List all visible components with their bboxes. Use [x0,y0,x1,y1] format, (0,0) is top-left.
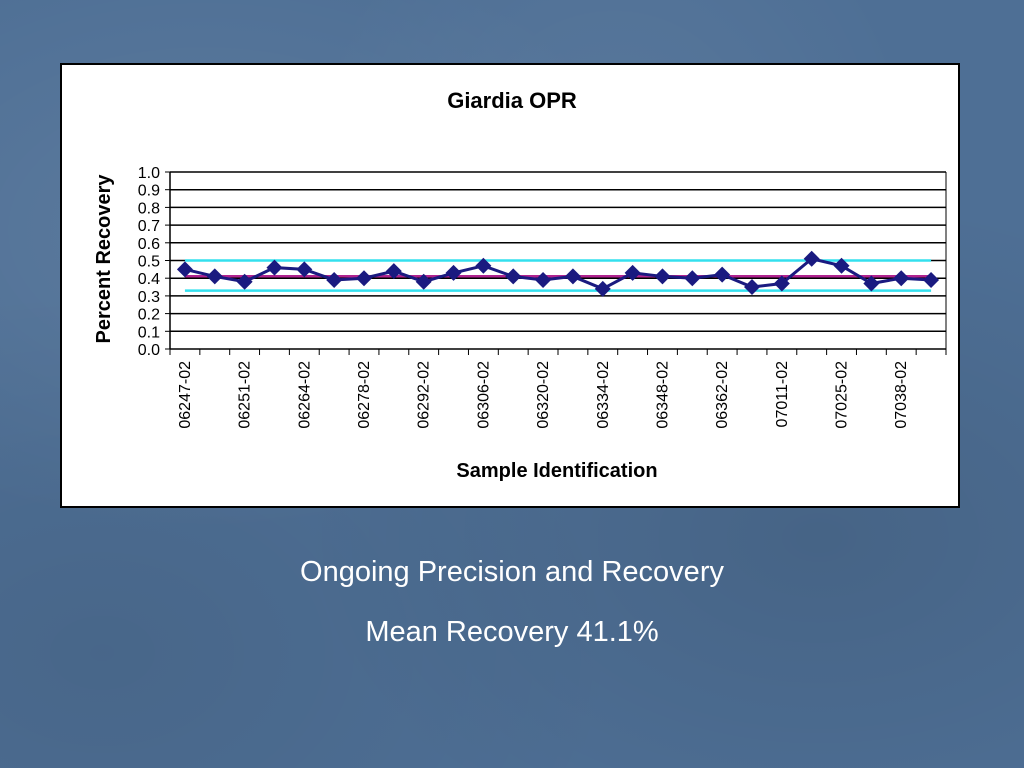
y-tick-label: 0.0 [138,342,160,359]
data-point-diamond [475,257,492,274]
y-tick-label: 0.7 [138,218,160,235]
data-point-diamond [176,261,193,278]
data-point-diamond [356,270,372,287]
data-point-diamond [296,261,313,278]
data-point-diamond [773,275,790,292]
data-point-diamond [535,271,552,288]
chart-title: Giardia OPR [447,88,577,113]
data-point-diamond [744,279,760,296]
y-tick-label: 0.5 [138,254,160,271]
y-tick-label: 0.1 [138,324,160,341]
data-point-diamond [833,257,850,274]
x-tick-label: 07038-02 [893,361,910,429]
y-tick-label: 0.8 [138,200,160,217]
x-tick-label: 06306-02 [475,361,492,429]
data-point-diamond [684,270,701,287]
data-point-diamond [863,275,880,292]
y-tick-label: 1.0 [138,165,160,182]
data-point-diamond [923,271,940,288]
data-point-diamond [206,268,223,285]
x-tick-label: 07011-02 [774,361,791,428]
data-point-diamond [445,264,462,281]
x-tick-label: 06278-02 [356,361,373,429]
data-point-diamond [415,273,432,290]
y-tick-label: 0.9 [138,183,160,200]
x-tick-label: 06334-02 [595,361,612,429]
data-point-diamond [594,280,611,297]
data-point-diamond [624,264,641,281]
data-point-diamond [654,268,671,285]
data-point-diamond [564,268,581,285]
x-tick-label: 06247-02 [177,361,194,429]
y-tick-label: 0.6 [138,236,160,253]
x-tick-label: 06348-02 [654,361,671,429]
data-point-diamond [385,263,402,280]
x-tick-label: 06264-02 [296,361,313,429]
opr-line-chart: Giardia OPR Percent Recovery Sample Iden… [93,88,947,482]
data-point-diamond [803,250,820,267]
data-point-diamond [236,273,253,290]
series-line-0 [184,257,932,291]
x-axis-label: Sample Identification [456,460,657,482]
x-tick-label: 06320-02 [535,361,552,429]
data-point-diamond [893,270,910,287]
data-point-diamond [714,266,731,283]
chart-frame: Giardia OPR Percent Recovery Sample Iden… [60,63,960,508]
y-axis-label: Percent Recovery [93,174,115,344]
data-point-diamond [505,268,522,285]
y-tick-label: 0.3 [138,289,160,306]
caption-mean-recovery: Mean Recovery 41.1% [365,616,659,648]
x-tick-label: 06251-02 [237,361,254,429]
x-tick-label: 06292-02 [416,361,433,429]
data-point-diamond [326,271,343,288]
caption-ongoing-precision: Ongoing Precision and Recovery [300,556,724,588]
x-tick-label: 06362-02 [714,361,731,429]
y-tick-label: 0.2 [138,307,160,324]
y-tick-label: 0.4 [138,271,160,288]
plot-area: 0.00.10.20.30.40.50.60.70.80.91.0 06247-0… [138,165,947,429]
data-point-diamond [266,259,283,276]
x-tick-label: 07025-02 [834,361,851,429]
